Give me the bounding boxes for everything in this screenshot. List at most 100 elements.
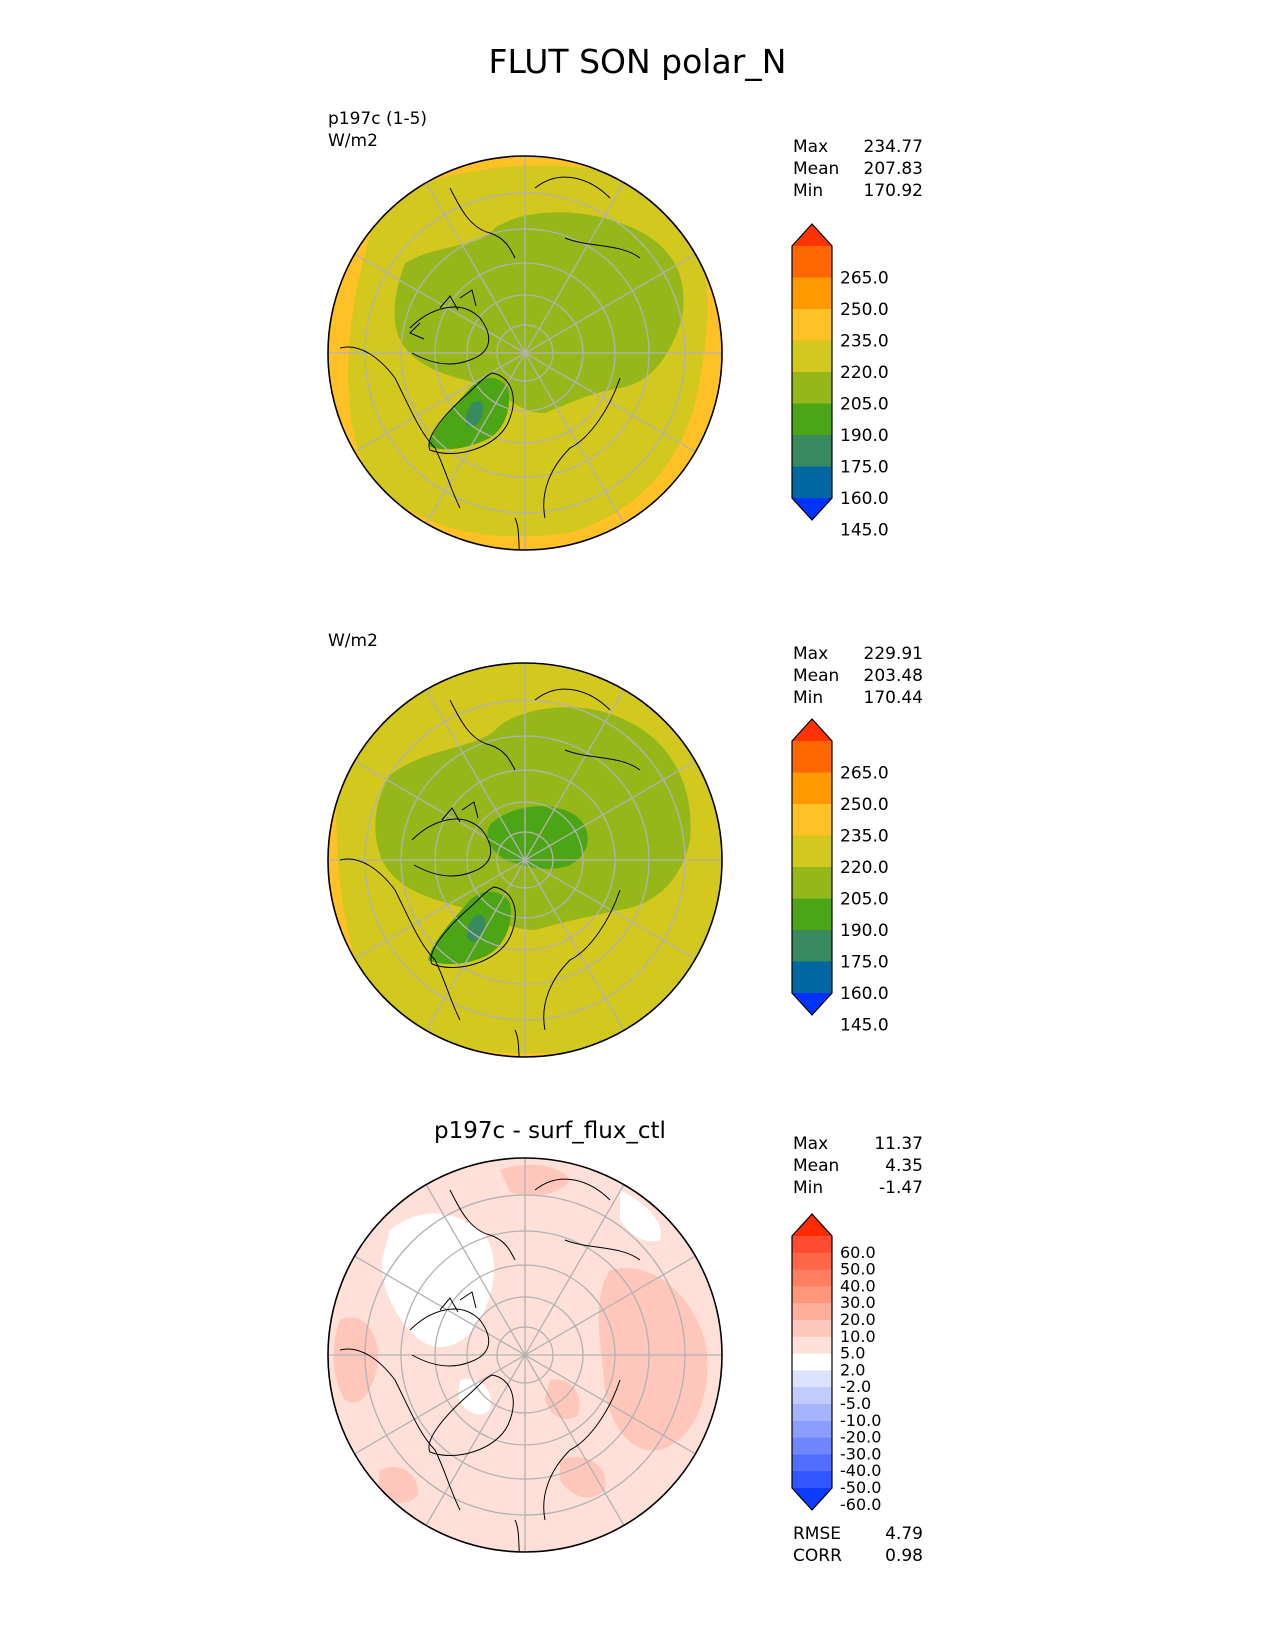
panel-1-units: W/m2: [328, 131, 378, 151]
colorbar-segment: [792, 246, 832, 278]
colorbar-outline: [791, 223, 833, 521]
colorbar-tick-label: 175.0: [840, 953, 889, 973]
polar-map-panel-1: [327, 155, 723, 551]
colorbar-extend-min: [792, 1488, 832, 1510]
colorbar-extend-max: [792, 1214, 832, 1236]
coastline-greenland: [428, 1374, 514, 1456]
map-boundary: [327, 1157, 723, 1553]
colorbar-tick-label: 30.0: [840, 1293, 876, 1312]
colorbar-tick-label: -40.0: [840, 1461, 881, 1480]
panel-3-subtitle: p197c - surf_flux_ctl: [434, 1118, 666, 1144]
colorbar-segment: [792, 741, 832, 773]
colorbar-tick-label: 160.0: [840, 489, 889, 509]
coastline-archipelago: [409, 1291, 490, 1367]
panel-2-units: W/m2: [328, 631, 378, 651]
colorbar-segment: [792, 1320, 832, 1338]
figure-title: FLUT SON polar_N: [488, 42, 787, 81]
colorbar-tick-label: -60.0: [840, 1495, 881, 1514]
coastline-alaska: [449, 187, 516, 259]
colorbar-tick-label: 2.0: [840, 1360, 865, 1379]
colorbar-segment: [792, 1303, 832, 1321]
polar-map-panel-3: [327, 1157, 723, 1553]
colorbar-tick-label: 250.0: [840, 300, 889, 320]
colorbar-tick-label: 235.0: [840, 332, 889, 352]
colorbar-segment: [792, 867, 832, 899]
colorbar-extend-max: [792, 224, 832, 246]
colorbar-tick-label: 190.0: [840, 921, 889, 941]
colorbar-extend-max: [792, 719, 832, 741]
colorbar-tick-label: 205.0: [840, 395, 889, 415]
colorbar-segment: [792, 1420, 832, 1439]
polar-map-panel-2: [327, 662, 723, 1058]
colorbar-segment: [792, 1471, 832, 1489]
coastline-greenland: [428, 372, 514, 454]
colorbar-segment: [792, 1252, 832, 1271]
coastline-alaska: [449, 699, 516, 771]
colorbar-tick-label: -10.0: [840, 1411, 881, 1430]
colorbar-segment: [792, 1404, 832, 1422]
colorbar-segment: [792, 1269, 832, 1287]
coastline-north-america: [339, 346, 461, 509]
colorbar-tick-label: -50.0: [840, 1478, 881, 1497]
colorbar-segment: [792, 403, 832, 436]
colorbar-segment: [792, 1437, 832, 1455]
colorbar-tick-label: 265.0: [840, 764, 889, 784]
coastline-eurasia: [514, 1178, 641, 1552]
coastline-archipelago: [409, 289, 490, 365]
white-region: [458, 1379, 491, 1415]
colorbar-segment: [792, 961, 832, 994]
colorbar-segment: [792, 835, 832, 868]
colorbar-tick-label: 160.0: [840, 984, 889, 1004]
colorbar-tick-label: 145.0: [840, 1016, 889, 1036]
colorbar-segment: [792, 930, 832, 962]
colorbar-segment: [792, 1236, 832, 1254]
colorbar-tick-label: 220.0: [840, 363, 889, 383]
coastline-archipelago: [411, 801, 492, 877]
green-region: [394, 212, 684, 413]
coastline-eurasia: [514, 176, 641, 550]
colorbar-tick-label: 190.0: [840, 426, 889, 446]
colorbar-panel-3: 60.050.040.030.020.010.05.02.0-2.0-5.0-1…: [791, 1213, 881, 1514]
white-region: [381, 1213, 495, 1348]
colorbar-tick-label: 250.0: [840, 795, 889, 815]
map-boundary: [327, 662, 723, 1058]
colorbar-extend-min: [792, 498, 832, 520]
colorbar-panel-1: 265.0 250.0 235.0 220.0 205.0 190.0 175.0 160.0…: [791, 223, 889, 541]
darkgreen-region: [428, 806, 588, 965]
colorbar-segment: [792, 1286, 832, 1304]
coastline-north-america: [339, 1348, 461, 1511]
colorbar-tick-label: 40.0: [840, 1276, 876, 1295]
colorbar-tick-label: 50.0: [840, 1260, 876, 1279]
stats-panel-2: Max 229.91 Mean 203.48 Min 170.44: [793, 644, 923, 708]
colorbar-tick-label: -20.0: [840, 1428, 881, 1447]
panel-1-label: p197c (1-5): [328, 109, 428, 129]
colorbar-segment: [792, 772, 832, 805]
colorbar-segment: [792, 898, 832, 931]
coastline-alaska: [449, 1189, 516, 1261]
colorbar-tick-label: 205.0: [840, 890, 889, 910]
colorbar-outline: [791, 718, 833, 1016]
teal-region: [465, 401, 484, 427]
colorbar-tick-label: 10.0: [840, 1327, 876, 1346]
metrics-panel-3: RMSE 4.79 CORR 0.98: [793, 1524, 923, 1566]
colorbar-tick-label: 60.0: [840, 1243, 876, 1262]
white-region: [620, 1190, 661, 1242]
colorbar-tick-label: -5.0: [840, 1394, 871, 1413]
colorbar-tick-label: -2.0: [840, 1377, 871, 1396]
pink-region: [598, 1268, 708, 1451]
colorbar-segment: [792, 1370, 832, 1388]
teal-region: [466, 914, 486, 942]
colorbar-segment: [792, 1336, 832, 1355]
colorbar-extend-min: [792, 993, 832, 1015]
colorbar-tick-label: 265.0: [840, 269, 889, 289]
colorbar-segment: [792, 309, 832, 341]
pink-region: [560, 1456, 606, 1498]
map-boundary: [327, 155, 723, 551]
colorbar-tick-label: 20.0: [840, 1310, 876, 1329]
colorbar-tick-label: 175.0: [840, 458, 889, 478]
stats-panel-1: Max 234.77 Mean 207.83 Min 170.92: [793, 137, 923, 201]
pink-region: [500, 1164, 570, 1196]
colorbar-tick-label: 5.0: [840, 1344, 865, 1363]
colorbar-tick-label: 220.0: [840, 858, 889, 878]
colorbar-segment: [792, 277, 832, 310]
